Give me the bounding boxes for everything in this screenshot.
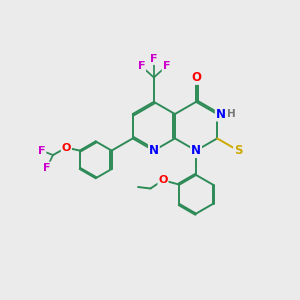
Text: O: O [191, 71, 201, 84]
Text: O: O [62, 142, 71, 153]
Text: O: O [158, 175, 168, 185]
Text: N: N [149, 144, 159, 157]
Text: F: F [38, 146, 45, 156]
Text: F: F [163, 61, 170, 71]
Text: H: H [227, 109, 236, 119]
Text: F: F [150, 54, 158, 64]
Text: N: N [216, 107, 226, 121]
Text: F: F [43, 163, 51, 172]
Text: S: S [234, 144, 242, 157]
Text: N: N [191, 144, 201, 157]
Text: F: F [138, 61, 145, 71]
